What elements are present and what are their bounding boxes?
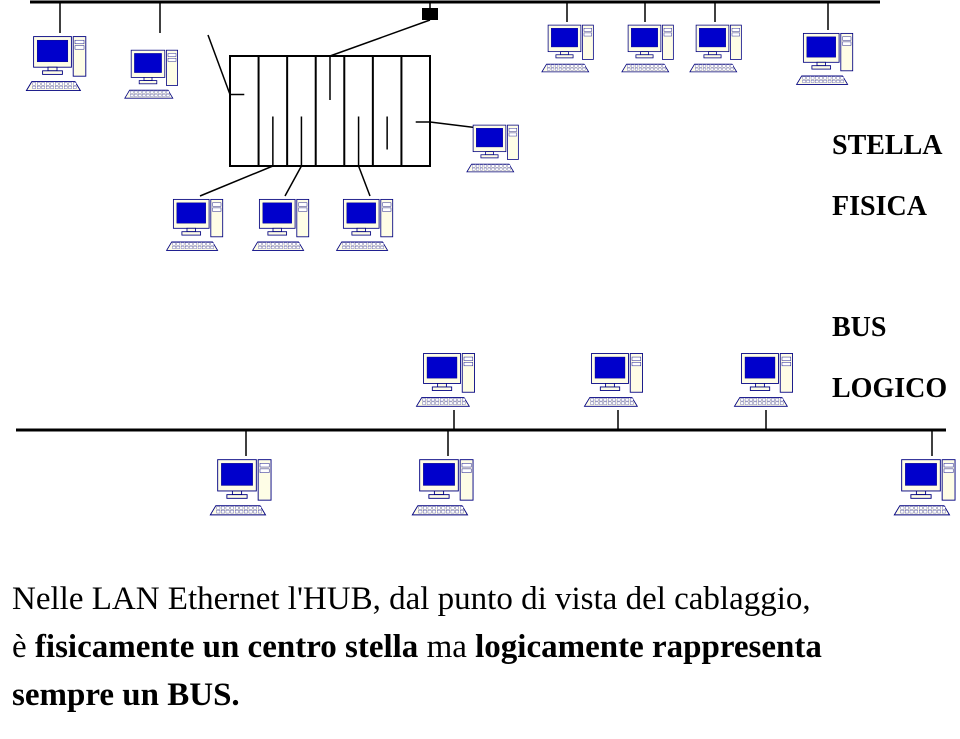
body-text: Nelle LAN Ethernet l'HUB, dal punto di v… xyxy=(12,575,822,719)
body-line3-bold: sempre un BUS. xyxy=(12,677,240,713)
computer-icon xyxy=(467,125,518,172)
computer-icon xyxy=(337,199,393,250)
body-line2: è fisicamente un centro stella ma logica… xyxy=(12,623,822,671)
hub-top-connector xyxy=(422,8,438,20)
body-line2-bold: fisicamente un centro stella xyxy=(35,629,427,665)
computer-icon xyxy=(416,354,474,407)
computer-icon xyxy=(253,199,309,250)
label-stella-line2: FISICA xyxy=(832,191,927,222)
computer-icon xyxy=(125,50,178,98)
label-bus-line2: LOGICO xyxy=(832,373,947,404)
label-bus-line1: BUS xyxy=(832,312,886,343)
computer-icon xyxy=(622,25,673,72)
computer-icon xyxy=(690,25,741,72)
computer-icon xyxy=(210,460,271,515)
label-stella-fisica: STELLA FISICA xyxy=(818,100,943,223)
body-line1-text: Nelle LAN Ethernet l'HUB, dal punto di v… xyxy=(12,581,811,617)
computer-icon xyxy=(584,354,642,407)
body-line1: Nelle LAN Ethernet l'HUB, dal punto di v… xyxy=(12,575,822,623)
computer-icon xyxy=(797,33,853,84)
computer-icon xyxy=(542,25,593,72)
computer-icon xyxy=(26,37,85,91)
label-bus-logico: BUS LOGICO xyxy=(818,282,947,405)
body-line3: sempre un BUS. xyxy=(12,671,822,719)
body-line2-post: ma xyxy=(427,629,476,665)
body-line2-pre: è xyxy=(12,629,35,665)
label-stella-line1: STELLA xyxy=(832,130,943,161)
hub xyxy=(230,56,430,166)
computer-icon xyxy=(412,460,473,515)
body-line2-bold2: logicamente rappresenta xyxy=(475,629,822,665)
computer-icon xyxy=(734,354,792,407)
computer-icon xyxy=(167,199,223,250)
computer-icon xyxy=(894,460,955,515)
